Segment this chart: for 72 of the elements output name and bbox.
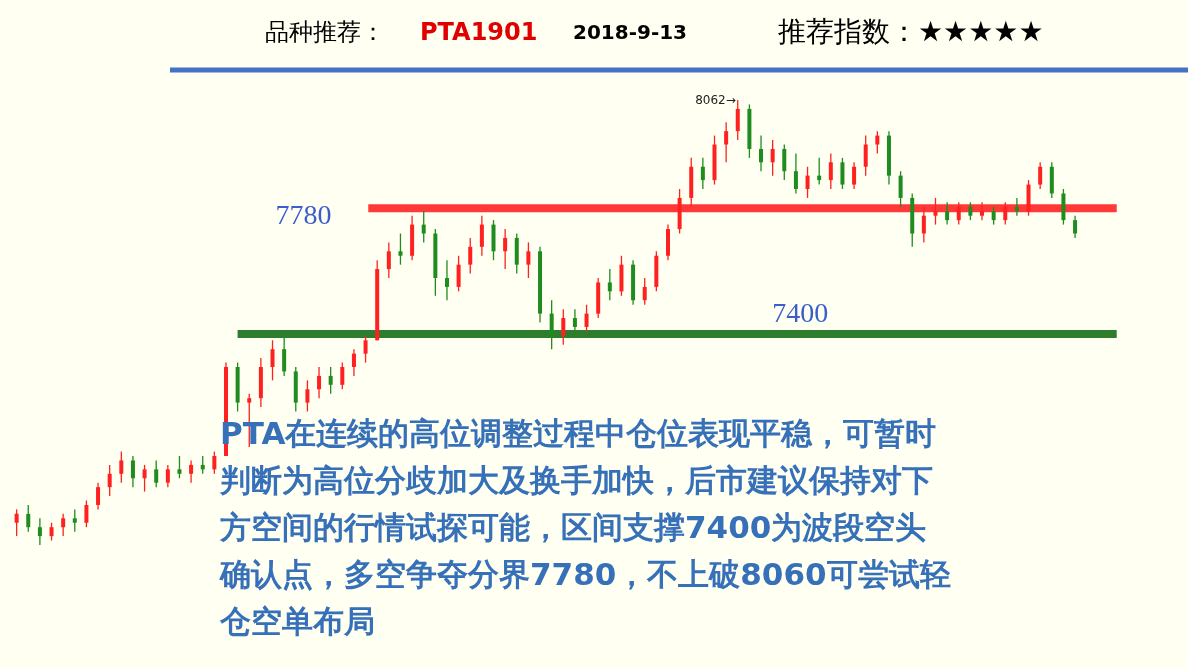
candlestick [363,335,368,364]
candlestick [340,361,345,390]
candlestick [468,237,473,275]
candlestick [549,299,554,350]
candlestick [863,134,868,177]
annotation: 判断为高位分歧加大及换手加快，后市建议保持对下 [219,462,933,498]
candlestick [72,508,77,533]
candlestick [875,130,880,155]
candlestick [759,134,764,172]
annotation: 8062→ [695,93,736,107]
candlestick [398,232,403,266]
text: 推荐指数：★★★★★ [778,15,1044,48]
candlestick [107,464,112,497]
candlestick [386,241,391,279]
text: 仓空单布局 [219,603,375,639]
candlestick [270,339,275,381]
candlestick [189,459,194,484]
candlestick [212,450,217,475]
candlestick [793,152,798,195]
candlestick [456,255,461,292]
chart-title: 品种推荐： [265,18,385,46]
candlestick [96,482,101,511]
candlestick [37,517,42,546]
candlestick [119,450,124,484]
candlestick [584,304,589,333]
candlestick [700,157,705,190]
candlestick [479,215,484,257]
candlestick [828,152,833,190]
candlestick [165,464,170,488]
candlestick [898,170,903,208]
candlestick [572,308,577,337]
text: 确认点，多空争夺分界7780，不上破8060可尝试轻 [219,556,951,592]
annotation: 7400 [772,297,829,329]
candlestick [421,210,426,244]
candlestick [945,201,950,226]
candlestick [305,379,310,413]
candlestick [84,499,89,528]
candlestick [282,330,287,377]
candlestick [351,348,356,377]
candlestick [526,241,531,279]
text: 2018-9-13 [573,20,688,44]
candlestick [1073,215,1078,239]
chart-subtitle: PTA1901 [420,18,538,46]
candlestick [956,201,961,226]
candlestick [840,157,845,190]
candlestick [735,99,740,141]
candlestick [142,464,147,493]
candlestick [26,504,31,533]
candlestick [177,455,182,479]
candlestick [154,459,159,488]
candlestick [607,268,612,301]
candlestick [1038,161,1043,190]
candlestick [805,166,810,199]
candlestick [724,121,729,163]
annotation: 方空间的行情试探可能，区间支撑7400为波段空头 [219,509,927,545]
annotation: 7780 [275,199,332,231]
candlestick [14,508,19,537]
candlestick [130,455,135,488]
candlestick [852,161,857,190]
candlestick [61,513,66,537]
candlestick [642,277,647,306]
candlestick [933,197,938,226]
candlestick [921,206,926,244]
candlestick [561,308,566,346]
candlestick [444,259,449,301]
candlestick [770,139,775,177]
candlestick [1003,201,1008,226]
candlestick [503,228,508,270]
candlestick [980,201,985,221]
candlestick [782,143,787,181]
candlestick [328,366,333,395]
candlestick [317,366,322,399]
